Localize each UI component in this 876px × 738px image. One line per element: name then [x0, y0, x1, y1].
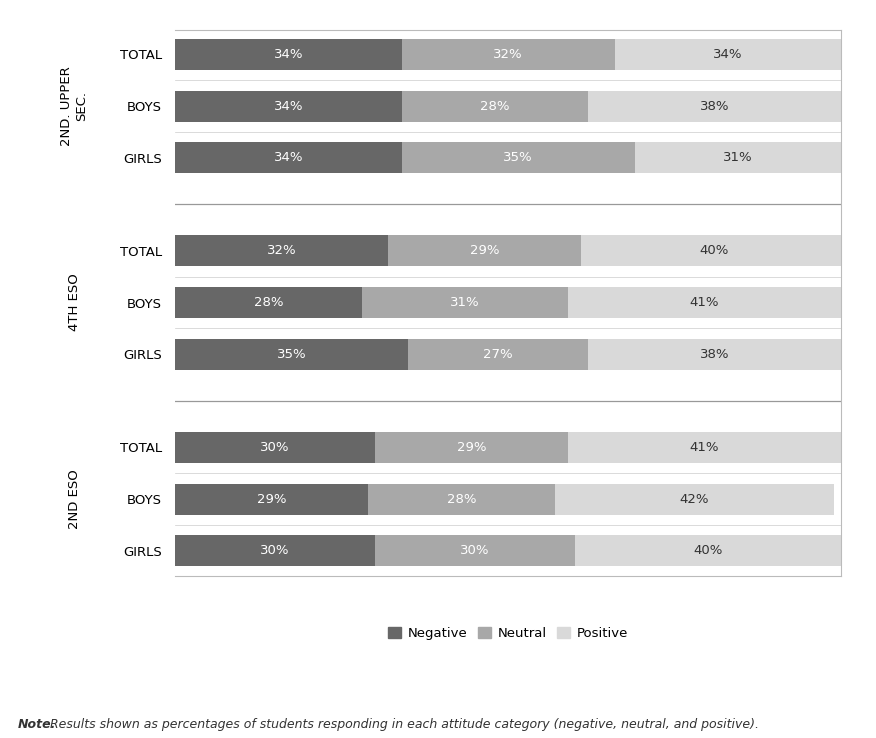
Text: 31%: 31%: [450, 296, 480, 309]
Bar: [588, 339, 841, 370]
Bar: [175, 287, 362, 318]
Bar: [175, 535, 375, 566]
Text: 35%: 35%: [277, 348, 307, 361]
Text: 41%: 41%: [689, 296, 719, 309]
Bar: [175, 339, 408, 370]
Bar: [175, 235, 388, 266]
Bar: [375, 535, 575, 566]
Text: Results shown as percentages of students responding in each attitude category (n: Results shown as percentages of students…: [46, 717, 759, 731]
Text: 34%: 34%: [273, 100, 303, 113]
Text: 31%: 31%: [723, 151, 752, 165]
Bar: [362, 287, 568, 318]
Bar: [388, 235, 582, 266]
Text: Note.: Note.: [18, 717, 56, 731]
Text: 32%: 32%: [493, 48, 523, 61]
Bar: [575, 535, 841, 566]
Bar: [568, 432, 841, 463]
Bar: [375, 432, 568, 463]
Bar: [401, 39, 615, 70]
Bar: [588, 91, 841, 122]
Text: 4TH ESO: 4TH ESO: [68, 274, 81, 331]
Bar: [408, 339, 588, 370]
Text: 38%: 38%: [700, 100, 729, 113]
Bar: [582, 235, 848, 266]
Bar: [401, 142, 634, 173]
Bar: [555, 483, 834, 514]
Text: 29%: 29%: [456, 441, 486, 454]
Text: 41%: 41%: [689, 441, 719, 454]
Text: 2ND ESO: 2ND ESO: [68, 469, 81, 529]
Bar: [175, 142, 401, 173]
Bar: [175, 432, 375, 463]
Text: 28%: 28%: [447, 492, 477, 506]
Text: 2ND. UPPER
SEC.: 2ND. UPPER SEC.: [60, 66, 88, 146]
Text: 28%: 28%: [254, 296, 283, 309]
Text: 38%: 38%: [700, 348, 729, 361]
Bar: [175, 39, 401, 70]
Text: 30%: 30%: [260, 545, 290, 557]
Text: 29%: 29%: [257, 492, 286, 506]
Text: 40%: 40%: [700, 244, 729, 258]
Bar: [368, 483, 555, 514]
Bar: [568, 287, 841, 318]
Text: 32%: 32%: [267, 244, 297, 258]
Text: 29%: 29%: [470, 244, 499, 258]
Bar: [175, 483, 368, 514]
Text: 30%: 30%: [460, 545, 490, 557]
Text: 34%: 34%: [273, 151, 303, 165]
Text: 34%: 34%: [273, 48, 303, 61]
Bar: [615, 39, 841, 70]
Bar: [634, 142, 841, 173]
Bar: [175, 91, 401, 122]
Text: 42%: 42%: [680, 492, 710, 506]
Text: 30%: 30%: [260, 441, 290, 454]
Bar: [401, 91, 588, 122]
Text: 27%: 27%: [484, 348, 513, 361]
Legend: Negative, Neutral, Positive: Negative, Neutral, Positive: [381, 621, 635, 646]
Text: 34%: 34%: [713, 48, 743, 61]
Text: 40%: 40%: [693, 545, 723, 557]
Text: 35%: 35%: [503, 151, 533, 165]
Text: 28%: 28%: [480, 100, 510, 113]
